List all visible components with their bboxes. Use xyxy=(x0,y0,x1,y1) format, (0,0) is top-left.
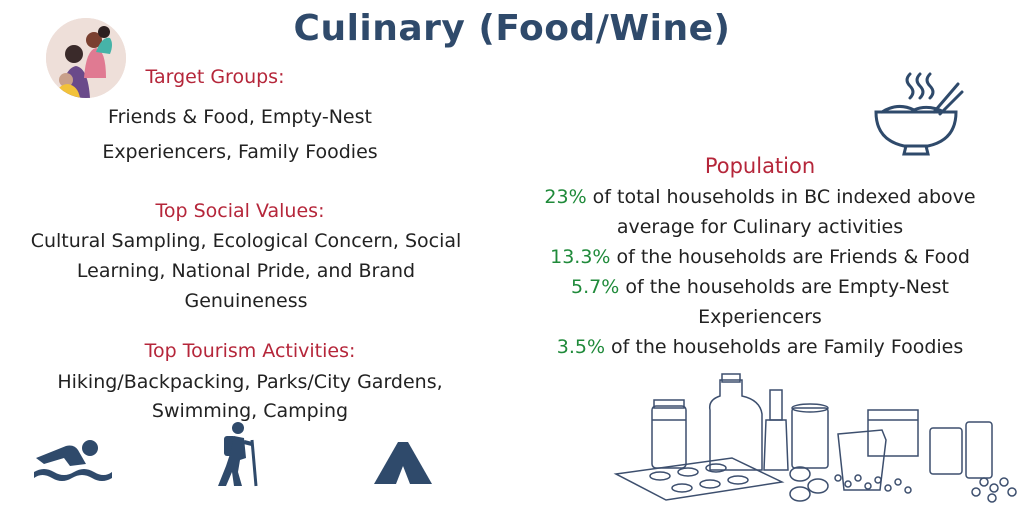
population-stat-line: 3.5% of the households are Family Foodie… xyxy=(500,332,1020,362)
page-title: Culinary (Food/Wine) xyxy=(293,8,731,49)
activities-heading: Top Tourism Activities: xyxy=(144,340,356,362)
stat-percent: 13.3% xyxy=(550,246,611,268)
target-groups-line2: Experiencers, Family Foodies xyxy=(102,141,378,163)
stat-percent: 5.7% xyxy=(571,276,620,298)
swimmer-icon xyxy=(34,440,112,481)
noodle-bowl-icon xyxy=(874,72,964,156)
stat-text: average for Culinary activities xyxy=(616,216,904,238)
activities-line2: Swimming, Camping xyxy=(151,400,349,422)
stat-percent: 3.5% xyxy=(556,336,606,358)
stat-text: Experiencers xyxy=(698,306,822,328)
population-stat-line: 5.7% of the households are Empty-Nest xyxy=(500,272,1020,302)
social-values-heading: Top Social Values: xyxy=(155,200,325,222)
stat-text: of the households are Friends & Food xyxy=(610,246,970,268)
social-values-line1: Cultural Sampling, Ecological Concern, S… xyxy=(30,230,462,252)
population-heading: Population xyxy=(704,154,816,178)
kitchen-items-illustration xyxy=(613,373,1017,503)
stat-text: of total households in BC indexed above xyxy=(586,186,976,208)
family-icon xyxy=(46,18,126,98)
population-stat-line: 13.3% of the households are Friends & Fo… xyxy=(500,242,1020,272)
stat-text: of the households are Family Foodies xyxy=(605,336,964,358)
stat-percent: 23% xyxy=(544,186,587,208)
target-groups-heading: Target Groups: xyxy=(145,66,285,88)
activities-line1: Hiking/Backpacking, Parks/City Gardens, xyxy=(57,371,443,393)
stat-text: of the households are Empty-Nest xyxy=(619,276,949,298)
hiker-icon xyxy=(218,422,258,487)
population-stat-line: Experiencers xyxy=(500,302,1020,332)
population-stat-line: average for Culinary activities xyxy=(500,212,1020,242)
social-values-line2: Learning, National Pride, and Brand xyxy=(76,260,416,282)
population-stat-line: 23% of total households in BC indexed ab… xyxy=(500,182,1020,212)
tent-icon xyxy=(374,442,432,484)
social-values-line3: Genuineness xyxy=(184,290,308,312)
target-groups-line1: Friends & Food, Empty-Nest xyxy=(108,106,372,128)
